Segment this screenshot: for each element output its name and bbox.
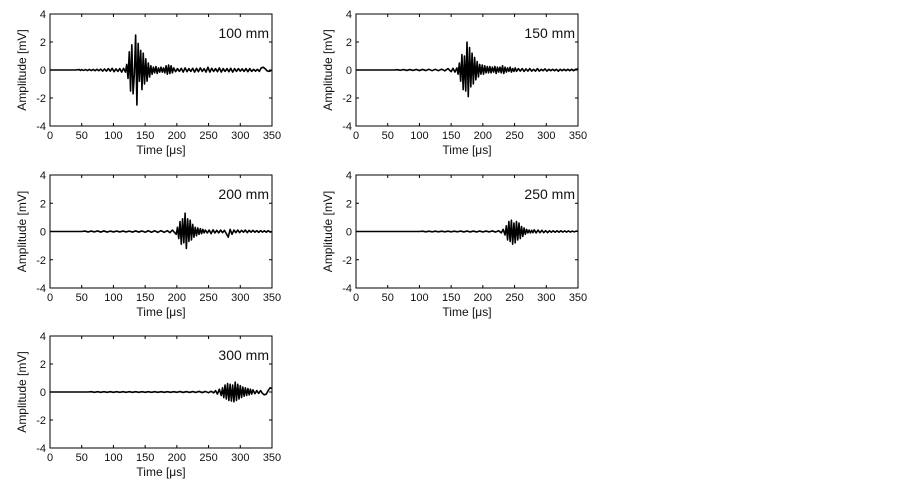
x-axis-label: Time [μs] <box>442 143 491 157</box>
y-axis-label: Amplitude [mV] <box>15 191 29 272</box>
y-axis-label: Amplitude [mV] <box>15 351 29 432</box>
x-tick-label: 200 <box>474 130 492 142</box>
y-tick-label: -2 <box>342 93 352 105</box>
x-tick-label: 300 <box>231 292 249 304</box>
x-tick-label: 350 <box>569 292 587 304</box>
waveform-series <box>356 219 579 246</box>
y-tick-label: 0 <box>40 387 46 399</box>
x-tick-label: 50 <box>382 292 394 304</box>
y-tick-label: -4 <box>36 443 46 455</box>
x-tick-label: 100 <box>104 292 122 304</box>
y-tick-label: 4 <box>346 9 352 21</box>
x-tick-label: 0 <box>47 130 53 142</box>
y-tick-label: 0 <box>346 227 352 239</box>
y-tick-label: 4 <box>40 170 46 182</box>
panel-distance-label: 300 mm <box>218 347 269 363</box>
panel-distance-label: 150 mm <box>524 25 575 41</box>
x-tick-label: 200 <box>168 452 186 464</box>
x-tick-label: 0 <box>47 292 53 304</box>
x-tick-label: 50 <box>76 130 88 142</box>
panel-3: 0 50 100 150 200 250 300 350 -4 -2 0 2 4 Time [μs] Amp… <box>15 170 281 319</box>
y-tick-label: 4 <box>40 331 46 343</box>
panel-2: 0 50 100 150 200 250 300 350 -4 -2 0 2 4 Time [μs] Amp… <box>321 9 587 157</box>
x-tick-label: 300 <box>231 130 249 142</box>
x-tick-label: 100 <box>410 130 428 142</box>
x-tick-label: 300 <box>537 130 555 142</box>
y-tick-label: 2 <box>346 37 352 49</box>
panel-distance-label: 250 mm <box>524 186 575 202</box>
x-tick-label: 250 <box>199 452 217 464</box>
waveform-series <box>50 34 273 106</box>
x-tick-label: 150 <box>136 292 154 304</box>
x-tick-label: 250 <box>199 292 217 304</box>
x-tick-label: 50 <box>76 292 88 304</box>
waveform-series <box>50 381 273 403</box>
panel-5: 0 50 100 150 200 250 300 350 -4 -2 0 2 4 Time [μs] Amp… <box>15 331 281 479</box>
x-tick-label: 0 <box>353 130 359 142</box>
y-tick-label: 2 <box>346 198 352 210</box>
panel-distance-label: 200 mm <box>218 186 269 202</box>
y-tick-label: 2 <box>40 359 46 371</box>
y-tick-label: 4 <box>346 170 352 182</box>
y-tick-label: -4 <box>342 283 352 295</box>
y-axis-label: Amplitude [mV] <box>321 29 335 110</box>
x-tick-label: 350 <box>569 130 587 142</box>
x-tick-label: 0 <box>47 452 53 464</box>
x-tick-label: 150 <box>136 130 154 142</box>
y-tick-label: -2 <box>36 93 46 105</box>
y-tick-label: -2 <box>342 255 352 267</box>
x-tick-label: 350 <box>263 130 281 142</box>
x-tick-label: 250 <box>199 130 217 142</box>
waveform-series <box>356 41 579 98</box>
x-tick-label: 50 <box>382 130 394 142</box>
x-tick-label: 300 <box>231 452 249 464</box>
y-tick-label: -2 <box>36 415 46 427</box>
y-tick-label: 4 <box>40 9 46 21</box>
x-axis-label: Time [μs] <box>442 305 491 319</box>
x-tick-label: 250 <box>505 292 523 304</box>
y-tick-label: 0 <box>40 65 46 77</box>
waveform-series <box>50 212 273 250</box>
x-tick-label: 50 <box>76 452 88 464</box>
x-tick-label: 150 <box>442 130 460 142</box>
y-tick-label: 0 <box>346 65 352 77</box>
x-tick-label: 100 <box>104 452 122 464</box>
x-tick-label: 150 <box>136 452 154 464</box>
x-tick-label: 100 <box>410 292 428 304</box>
y-tick-label: -2 <box>36 255 46 267</box>
y-tick-label: 0 <box>40 227 46 239</box>
x-tick-label: 200 <box>474 292 492 304</box>
x-tick-label: 350 <box>263 292 281 304</box>
x-tick-label: 300 <box>537 292 555 304</box>
y-tick-label: 2 <box>40 198 46 210</box>
y-tick-label: -4 <box>36 283 46 295</box>
x-tick-label: 150 <box>442 292 460 304</box>
y-tick-label: -4 <box>342 121 352 133</box>
y-tick-label: -4 <box>36 121 46 133</box>
x-axis-label: Time [μs] <box>136 143 185 157</box>
y-axis-label: Amplitude [mV] <box>15 29 29 110</box>
panel-1: 0 50 100 150 200 250 300 350 -4 -2 0 2 4 Time [μs] Amp… <box>15 9 281 157</box>
x-tick-label: 100 <box>104 130 122 142</box>
panel-distance-label: 100 mm <box>218 25 269 41</box>
panel-4: 0 50 100 150 200 250 300 350 -4 -2 0 2 4 Time [μs] Amp… <box>321 170 587 319</box>
x-tick-label: 350 <box>263 452 281 464</box>
x-tick-label: 0 <box>353 292 359 304</box>
x-axis-label: Time [μs] <box>136 465 185 479</box>
y-tick-label: 2 <box>40 37 46 49</box>
x-tick-label: 250 <box>505 130 523 142</box>
y-axis-label: Amplitude [mV] <box>321 191 335 272</box>
x-axis-label: Time [μs] <box>136 305 185 319</box>
x-tick-label: 200 <box>168 130 186 142</box>
x-tick-label: 200 <box>168 292 186 304</box>
